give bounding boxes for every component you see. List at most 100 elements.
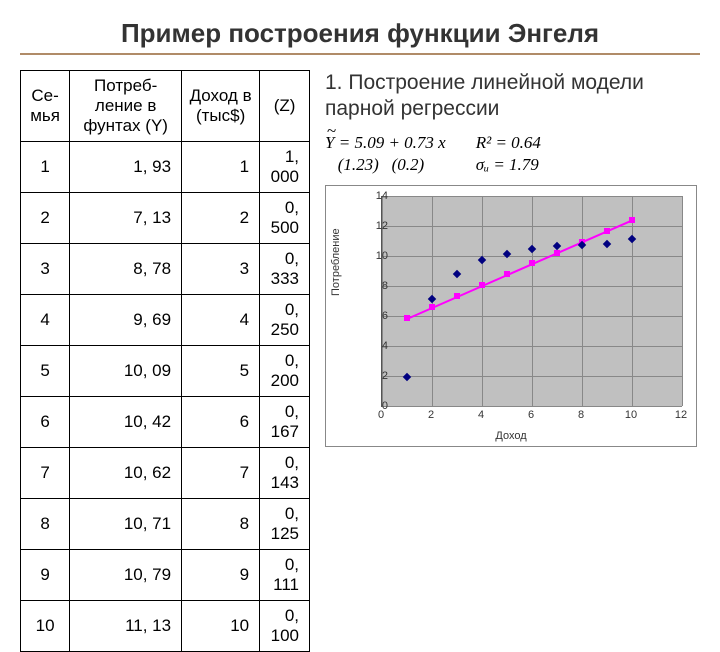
y-tick: 10 bbox=[368, 250, 388, 262]
table-cell: 0, 125 bbox=[260, 499, 310, 550]
table-cell: 0, 200 bbox=[260, 346, 310, 397]
table-cell: 1 bbox=[182, 142, 260, 193]
table-cell: 0, 500 bbox=[260, 193, 310, 244]
table-cell: 8 bbox=[182, 499, 260, 550]
x-tick: 6 bbox=[521, 409, 541, 421]
data-table: Се-мьяПотреб-ление в фунтах (Y)Доход в (… bbox=[20, 70, 310, 652]
table-row: 49, 6940, 250 bbox=[21, 295, 310, 346]
table-cell: 10, 62 bbox=[70, 448, 182, 499]
data-point bbox=[503, 250, 511, 258]
table-row: 1011, 13100, 100 bbox=[21, 601, 310, 652]
r-squared: R² = 0.64 bbox=[476, 133, 541, 153]
table-header: Доход в (тыс$) bbox=[182, 71, 260, 142]
table-cell: 10, 79 bbox=[70, 550, 182, 601]
table-cell: 0, 143 bbox=[260, 448, 310, 499]
scatter-chart: Потребление Доход 02468101214024681012 bbox=[325, 185, 697, 447]
x-tick: 8 bbox=[571, 409, 591, 421]
table-row: 38, 7830, 333 bbox=[21, 244, 310, 295]
table-cell: 4 bbox=[21, 295, 70, 346]
sigma: σᵤ = 1.79 bbox=[476, 155, 541, 175]
table-cell: 8 bbox=[21, 499, 70, 550]
chart-xlabel: Доход bbox=[326, 430, 696, 442]
table-row: 610, 4260, 167 bbox=[21, 397, 310, 448]
table-cell: 6 bbox=[182, 397, 260, 448]
fitted-point bbox=[454, 293, 460, 299]
table-cell: 7 bbox=[182, 448, 260, 499]
table-panel: Се-мьяПотреб-ление в фунтах (Y)Доход в (… bbox=[20, 70, 310, 652]
y-tick: 8 bbox=[368, 280, 388, 292]
table-cell: 8, 78 bbox=[70, 244, 182, 295]
fitted-point bbox=[529, 260, 535, 266]
table-cell: 6 bbox=[21, 397, 70, 448]
y-tick: 2 bbox=[368, 370, 388, 382]
table-row: 810, 7180, 125 bbox=[21, 499, 310, 550]
x-tick: 2 bbox=[421, 409, 441, 421]
table-cell: 0, 111 bbox=[260, 550, 310, 601]
table-cell: 10, 09 bbox=[70, 346, 182, 397]
x-tick: 0 bbox=[371, 409, 391, 421]
data-point bbox=[603, 239, 611, 247]
table-header: Потреб-ление в фунтах (Y) bbox=[70, 71, 182, 142]
divider bbox=[20, 53, 700, 55]
table-cell: 10, 42 bbox=[70, 397, 182, 448]
section-subtitle: 1. Построение линейной модели парной рег… bbox=[325, 70, 700, 123]
fitted-point bbox=[554, 250, 560, 256]
table-cell: 0, 333 bbox=[260, 244, 310, 295]
table-row: 910, 7990, 111 bbox=[21, 550, 310, 601]
table-row: 710, 6270, 143 bbox=[21, 448, 310, 499]
y-tick: 12 bbox=[368, 220, 388, 232]
std-errors: (1.23) (0.2) bbox=[325, 155, 446, 175]
table-cell: 7 bbox=[21, 448, 70, 499]
fitted-point bbox=[629, 217, 635, 223]
table-header: (Z) bbox=[260, 71, 310, 142]
y-tick: 4 bbox=[368, 340, 388, 352]
table-cell: 10, 71 bbox=[70, 499, 182, 550]
x-tick: 10 bbox=[621, 409, 641, 421]
table-row: 11, 9311, 000 bbox=[21, 142, 310, 193]
table-row: 27, 1320, 500 bbox=[21, 193, 310, 244]
table-cell: 0, 100 bbox=[260, 601, 310, 652]
fitted-point bbox=[479, 282, 485, 288]
fitted-point bbox=[504, 271, 510, 277]
table-cell: 9 bbox=[21, 550, 70, 601]
table-cell: 1, 93 bbox=[70, 142, 182, 193]
slide-title: Пример построения функции Энгеля bbox=[20, 18, 700, 49]
regression-eq: Y = 5.09 + 0.73 x bbox=[325, 133, 446, 153]
regression-line bbox=[407, 220, 633, 320]
table-cell: 10 bbox=[182, 601, 260, 652]
table-cell: 7, 13 bbox=[70, 193, 182, 244]
table-cell: 9 bbox=[182, 550, 260, 601]
x-tick: 12 bbox=[671, 409, 691, 421]
fitted-point bbox=[604, 228, 610, 234]
y-tick: 14 bbox=[368, 190, 388, 202]
table-cell: 4 bbox=[182, 295, 260, 346]
table-cell: 2 bbox=[182, 193, 260, 244]
chart-ylabel: Потребление bbox=[330, 228, 342, 296]
fitted-point bbox=[429, 304, 435, 310]
right-panel: 1. Построение линейной модели парной рег… bbox=[325, 70, 700, 652]
table-cell: 0, 250 bbox=[260, 295, 310, 346]
table-cell: 10 bbox=[21, 601, 70, 652]
table-cell: 5 bbox=[21, 346, 70, 397]
data-point bbox=[428, 294, 436, 302]
table-cell: 3 bbox=[182, 244, 260, 295]
data-point bbox=[453, 270, 461, 278]
formula-block: Y = 5.09 + 0.73 x (1.23) (0.2) R² = 0.64… bbox=[325, 133, 700, 175]
table-cell: 1 bbox=[21, 142, 70, 193]
y-tick: 6 bbox=[368, 310, 388, 322]
table-cell: 0, 167 bbox=[260, 397, 310, 448]
fitted-point bbox=[404, 315, 410, 321]
x-tick: 4 bbox=[471, 409, 491, 421]
content-row: Се-мьяПотреб-ление в фунтах (Y)Доход в (… bbox=[20, 70, 700, 652]
table-cell: 1, 000 bbox=[260, 142, 310, 193]
data-point bbox=[478, 256, 486, 264]
table-cell: 3 bbox=[21, 244, 70, 295]
table-cell: 2 bbox=[21, 193, 70, 244]
table-row: 510, 0950, 200 bbox=[21, 346, 310, 397]
table-cell: 9, 69 bbox=[70, 295, 182, 346]
table-header: Се-мья bbox=[21, 71, 70, 142]
table-cell: 11, 13 bbox=[70, 601, 182, 652]
table-cell: 5 bbox=[182, 346, 260, 397]
data-point bbox=[403, 372, 411, 380]
data-point bbox=[528, 245, 536, 253]
